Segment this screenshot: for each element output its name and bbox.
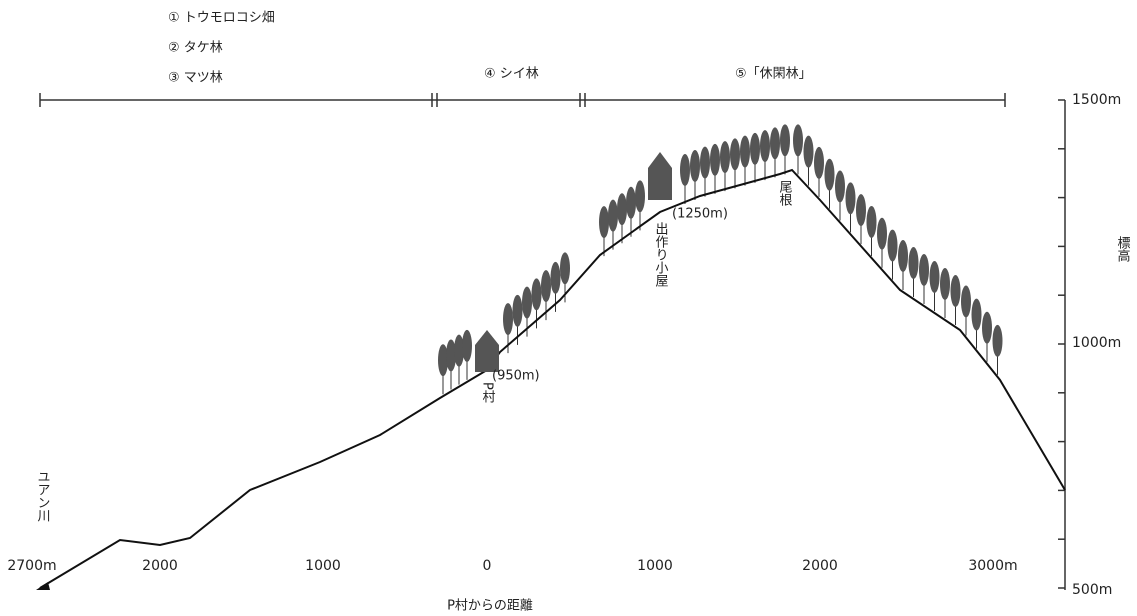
tree-crown: [512, 294, 523, 327]
village-house: [475, 330, 499, 372]
tree-crown: [454, 334, 464, 367]
tree-crown: [438, 344, 448, 377]
tree-crown: [750, 132, 760, 165]
zone-label: ⑤「休閑林」: [735, 67, 812, 82]
tree-crown: [550, 261, 561, 294]
tree-crown: [730, 138, 740, 171]
hut-house: [648, 152, 672, 200]
tree-crown: [780, 124, 790, 157]
tree-crown: [626, 186, 636, 219]
tree-crown: [690, 150, 700, 182]
tree-crown: [522, 286, 532, 319]
zone-label: ② タケ林: [168, 41, 223, 56]
terrain-profile: [39, 168, 1066, 589]
tree-crown: [635, 180, 645, 213]
tree-crown: [824, 158, 835, 191]
tree-crown: [898, 240, 908, 272]
tree-crown: [446, 339, 456, 372]
distance-label: 0: [483, 558, 492, 574]
tree-crown: [919, 254, 929, 286]
tree-crown: [887, 229, 898, 262]
trees: [438, 124, 1003, 395]
tree-crown: [982, 311, 992, 344]
distance-label: 1000: [637, 558, 673, 574]
annotation: ユアン川: [35, 470, 51, 522]
elevation-title: 標高: [1115, 236, 1131, 262]
tree-crown: [560, 252, 570, 285]
tree-crown: [740, 135, 750, 168]
tree-crown: [835, 170, 845, 203]
tree-crown: [950, 275, 961, 307]
annotation: (950m): [492, 369, 540, 384]
annotation: 出作り小屋: [653, 222, 669, 288]
tree-crown: [760, 130, 770, 163]
tree-crown: [908, 247, 919, 279]
annotation: P村: [480, 382, 496, 403]
elevation-label: 500m: [1072, 582, 1112, 598]
elevation-label: 1500m: [1072, 92, 1121, 108]
distance-label: 2000: [802, 558, 838, 574]
tree-crown: [961, 285, 971, 318]
tree-crown: [710, 143, 720, 176]
zone-label: ③ マツ林: [168, 71, 223, 86]
tree-crown: [992, 324, 1003, 357]
tree-crown: [720, 141, 730, 174]
zone-range: [39, 93, 1006, 107]
tree-crown: [803, 135, 814, 168]
tree-crown: [503, 303, 513, 336]
elevation-label: 1000m: [1072, 335, 1121, 351]
tree-crown: [866, 205, 877, 238]
tree-crown: [845, 182, 856, 215]
tree-crown: [608, 199, 618, 232]
tree-crown: [814, 146, 824, 179]
river-mark: [36, 582, 50, 590]
distance-label: 2000: [142, 558, 178, 574]
tree-crown: [617, 193, 627, 226]
annotation: (1250m): [672, 207, 728, 222]
tree-crown: [856, 194, 866, 227]
distance-label: 1000: [305, 558, 341, 574]
tree-crown: [770, 127, 780, 160]
zone-label: ④ シイ林: [484, 67, 539, 82]
annotation: 尾根: [777, 180, 793, 206]
tree-crown: [541, 270, 551, 303]
tree-crown: [700, 146, 710, 179]
tree-crown: [680, 154, 690, 186]
distance-label: 3000m: [968, 558, 1017, 574]
tree-crown: [793, 124, 803, 157]
zone-label: ① トウモロコシ畑: [168, 11, 275, 26]
tree-crown: [462, 329, 472, 362]
tree-crown: [940, 268, 950, 300]
tree-crown: [971, 298, 982, 331]
tree-crown: [929, 261, 940, 293]
tree-crown: [599, 206, 609, 239]
distance-title: P村からの距離: [447, 599, 533, 614]
tree-crown: [531, 278, 542, 311]
elevation-axis: [1058, 99, 1066, 590]
distance-label: 2700m: [7, 558, 56, 574]
tree-crown: [877, 217, 887, 250]
